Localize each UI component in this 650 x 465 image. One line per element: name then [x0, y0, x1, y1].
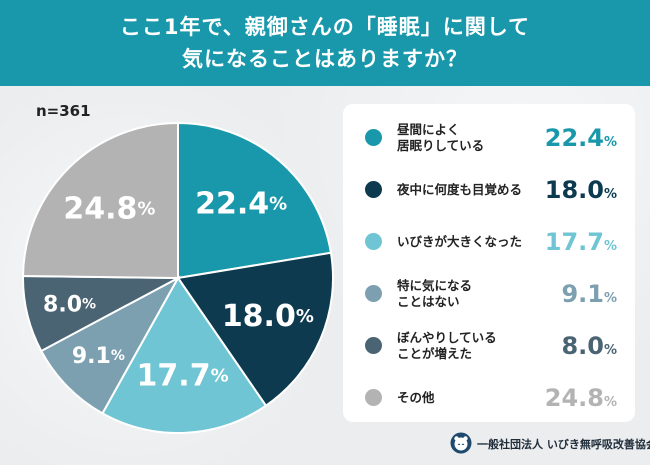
legend-label-4: ぼんやりしている ことが増えた — [397, 330, 497, 361]
legend-value-1: 18.0% — [544, 176, 617, 204]
legend-value-0: 22.4% — [544, 124, 617, 152]
title-line-2: 気になることはありますか？ — [182, 47, 468, 71]
pie-value-label-3: 9.1% — [72, 344, 125, 369]
legend-item-1: 夜中に何度も目覚める 18.0% — [343, 164, 635, 216]
legend-label-1: 夜中に何度も目覚める — [397, 182, 523, 197]
legend-label-5: その他 — [397, 390, 435, 405]
legend-label-0: 昼間によく 居眠りしている — [397, 122, 485, 153]
legend-swatch-2 — [365, 233, 382, 250]
pie-value-label-5: 24.8% — [63, 191, 155, 226]
legend-swatch-4 — [365, 337, 382, 354]
pie-slice-1 — [176, 251, 334, 408]
pie-slice-0 — [177, 121, 333, 280]
footer-credit: 一般社団法人 いびき無呼吸改善協会 — [450, 432, 650, 456]
pie-value-label-1: 18.0% — [222, 299, 314, 334]
legend-label-3: 特に気になる ことはない — [397, 278, 473, 309]
pie-value-label-4: 8.0% — [43, 292, 96, 317]
pie-slice-3 — [39, 275, 181, 415]
pie-slice-5 — [21, 121, 179, 280]
pie-value-label-2: 17.7% — [137, 358, 229, 393]
legend-swatch-3 — [365, 285, 382, 302]
legend-value-5: 24.8% — [544, 384, 617, 412]
legend-panel: 昼間によく 居眠りしている 22.4% 夜中に何度も目覚める 18.0% いびきが… — [343, 104, 635, 422]
pie-slice-2 — [101, 276, 268, 434]
sleep-bear-logo-icon — [450, 432, 472, 454]
legend-swatch-0 — [365, 129, 382, 146]
legend-item-5: その他 24.8% — [343, 372, 635, 424]
pie-value-label-0: 22.4% — [195, 186, 287, 221]
legend-value-3: 9.1% — [561, 280, 617, 308]
legend-label-2: いびきが大きくなった — [397, 234, 523, 249]
organization-name: 一般社団法人 いびき無呼吸改善協会 — [477, 438, 650, 451]
legend-swatch-1 — [365, 181, 382, 198]
title-line-1: ここ1年で、親御さんの「睡眠」に関して — [119, 15, 531, 39]
legend-item-3: 特に気になる ことはない 9.1% — [343, 268, 635, 320]
legend-value-4: 8.0% — [561, 332, 617, 360]
legend-item-0: 昼間によく 居眠りしている 22.4% — [343, 112, 635, 164]
sample-size: n=361 — [36, 102, 91, 120]
legend-item-4: ぼんやりしている ことが増えた 8.0% — [343, 320, 635, 372]
title-banner: ここ1年で、親御さんの「睡眠」に関して 気になることはありますか？ — [0, 0, 650, 86]
legend-value-2: 17.7% — [544, 228, 617, 256]
legend-item-2: いびきが大きくなった 17.7% — [343, 216, 635, 268]
legend-swatch-5 — [365, 389, 382, 406]
